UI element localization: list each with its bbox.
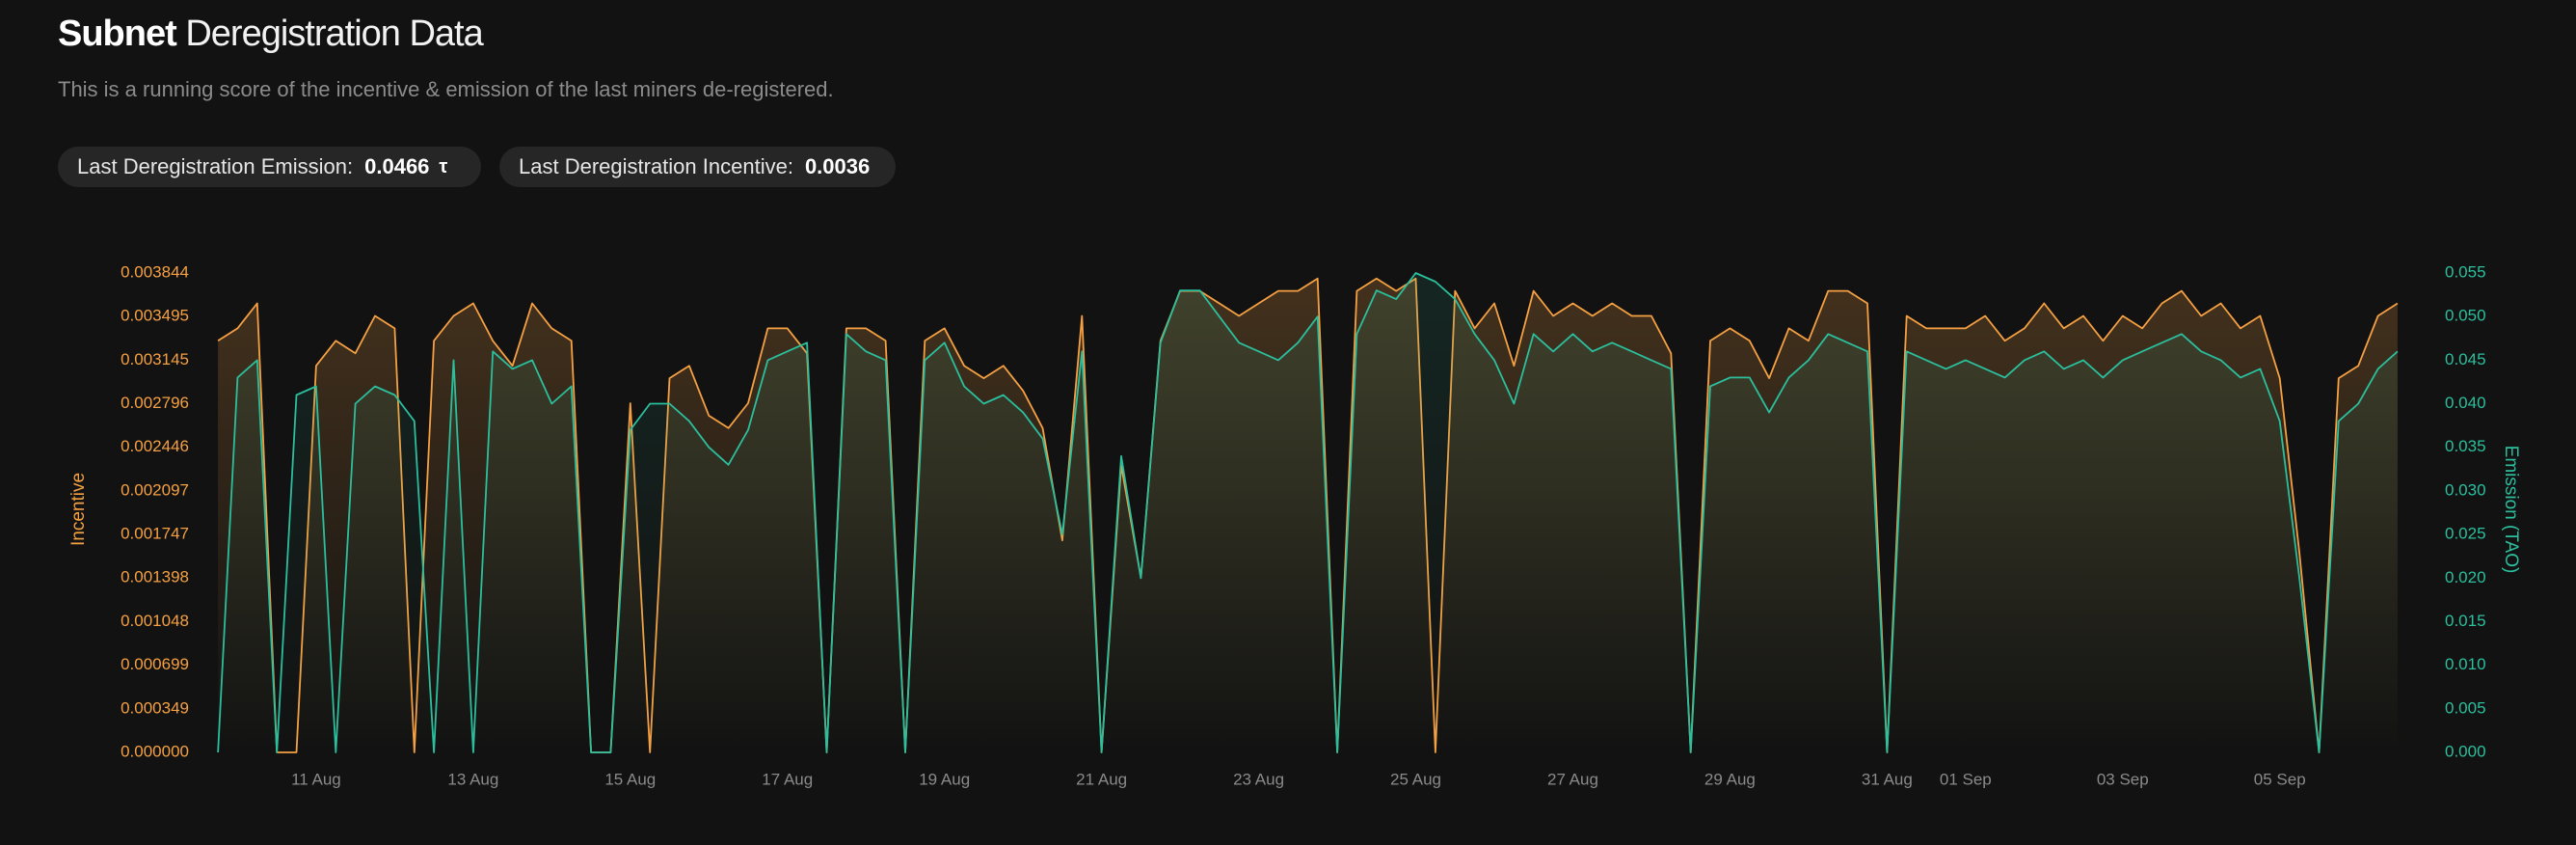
y-tick-label: 0.001747 bbox=[121, 525, 189, 543]
y-tick-label: 0.003145 bbox=[121, 350, 189, 368]
series-area bbox=[218, 273, 2398, 752]
page-title: Subnet Deregistration Data bbox=[58, 14, 484, 55]
y-axis-title: Incentive bbox=[68, 473, 89, 546]
y-tick-label: 0.002446 bbox=[121, 437, 189, 455]
y2-tick-label: 0.050 bbox=[2445, 307, 2486, 325]
y2-tick-label: 0.030 bbox=[2445, 480, 2486, 499]
x-tick-label: 15 Aug bbox=[604, 770, 656, 788]
stat-label: Last Deregistration Emission: bbox=[77, 154, 354, 178]
y-tick-label: 0.000349 bbox=[121, 698, 189, 717]
x-tick-label: 11 Aug bbox=[291, 770, 341, 788]
stat-pill: Last Deregistration Incentive: 0.0036 bbox=[499, 147, 896, 187]
stat-pill: Last Deregistration Emission: 0.0466 τ bbox=[58, 147, 481, 187]
x-tick-label: 21 Aug bbox=[1076, 770, 1127, 788]
y2-tick-label: 0.020 bbox=[2445, 568, 2486, 586]
y-tick-label: 0.002097 bbox=[121, 480, 189, 499]
x-tick-label: 05 Sep bbox=[2254, 770, 2306, 788]
y2-tick-label: 0.000 bbox=[2445, 742, 2486, 760]
series-line bbox=[217, 272, 2399, 753]
x-tick-label: 25 Aug bbox=[1390, 770, 1441, 788]
x-tick-label: 27 Aug bbox=[1547, 770, 1598, 788]
y2-tick-label: 0.025 bbox=[2445, 525, 2486, 543]
x-tick-label: 19 Aug bbox=[919, 770, 970, 788]
title-bold: Subnet bbox=[58, 14, 177, 54]
x-tick-label: 17 Aug bbox=[762, 770, 813, 788]
y2-tick-label: 0.055 bbox=[2445, 262, 2486, 281]
stat-value: 0.0036 bbox=[804, 154, 871, 178]
x-tick-label: 01 Sep bbox=[1940, 770, 1992, 788]
x-tick-label: 03 Sep bbox=[2097, 770, 2149, 788]
x-tick-label: 29 Aug bbox=[1704, 770, 1756, 788]
y-tick-label: 0.003495 bbox=[121, 307, 189, 325]
y2-tick-label: 0.045 bbox=[2445, 350, 2486, 368]
y-tick-label: 0.003844 bbox=[121, 262, 189, 281]
y2-axis-title: Emission (TAO) bbox=[2501, 446, 2521, 574]
series-line bbox=[217, 277, 2399, 753]
y-tick-label: 0.000699 bbox=[121, 655, 189, 673]
y-tick-label: 0.001398 bbox=[121, 568, 189, 586]
subtitle: This is a running score of the incentive… bbox=[58, 77, 834, 101]
y2-tick-label: 0.015 bbox=[2445, 612, 2486, 630]
y2-tick-label: 0.005 bbox=[2445, 698, 2486, 717]
y2-tick-label: 0.035 bbox=[2445, 437, 2486, 455]
y-tick-label: 0.000000 bbox=[121, 742, 189, 760]
y2-tick-label: 0.040 bbox=[2445, 394, 2486, 412]
y-tick-label: 0.001048 bbox=[121, 612, 189, 630]
x-tick-label: 13 Aug bbox=[447, 770, 498, 788]
x-tick-label: 31 Aug bbox=[1862, 770, 1913, 788]
x-tick-label: 23 Aug bbox=[1233, 770, 1284, 788]
y2-tick-label: 0.010 bbox=[2445, 655, 2486, 673]
stat-value: 0.0466 bbox=[364, 154, 430, 178]
title-light: Deregistration Data bbox=[185, 14, 483, 54]
stat-unit: τ bbox=[439, 155, 448, 177]
stat-label: Last Deregistration Incentive: bbox=[519, 154, 793, 178]
y-tick-label: 0.002796 bbox=[121, 394, 189, 412]
